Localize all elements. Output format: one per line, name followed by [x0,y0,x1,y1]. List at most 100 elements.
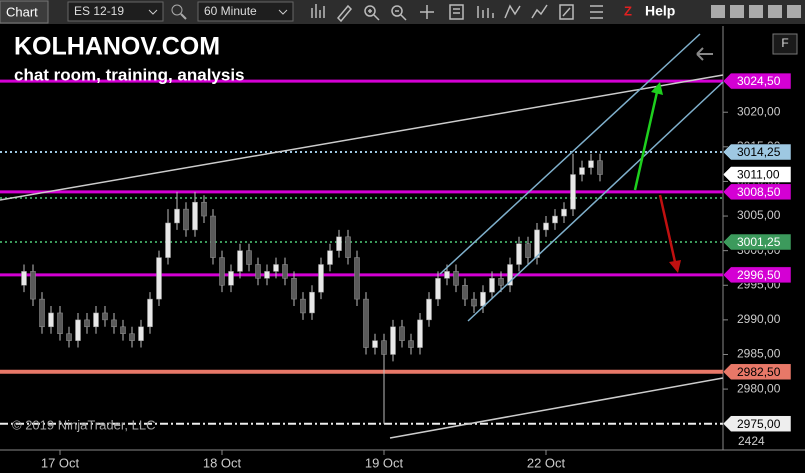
z-icon[interactable]: Z [624,3,632,18]
price-flag-label: 3011,00 [737,168,780,182]
candle-body [426,298,432,321]
candle-body [66,333,72,341]
candle-body [102,312,108,321]
candle-body [93,312,99,328]
help-menu[interactable]: Help [645,3,675,19]
axis-partial-label: 2424 [738,434,765,448]
price-flag-label: 2975,00 [737,417,781,431]
candle-body [282,264,288,279]
watermark-subtitle: chat room, training, analysis [14,65,245,84]
instrument-select[interactable] [67,1,164,22]
candle-body [138,326,144,341]
candle-body [363,298,369,348]
price-flag [722,266,792,284]
x-tick-label: 17 Oct [41,455,80,470]
candle-body [381,340,387,355]
candle-body [489,278,495,293]
candle-body [210,215,216,258]
dropdown-arrow [278,9,288,15]
candle-body [462,285,468,300]
candle-body [75,319,81,341]
candle-body [120,326,126,334]
f-button[interactable] [772,33,798,55]
candle-body [507,264,513,286]
candle-body [291,278,297,300]
candle-body [561,208,567,217]
y-tick-label: 2980,00 [737,381,781,395]
y-tick-label: 3020,00 [737,104,781,118]
y-tick-label: 2985,00 [737,347,781,361]
instrument-label: ES 12-19 [74,4,124,18]
f-label: F [781,36,788,50]
candle-body [129,333,135,341]
candle-body [300,298,306,314]
candle-body [246,250,252,265]
candle-body [21,271,27,286]
tab-label: Chart [6,4,38,19]
tab[interactable] [0,0,49,24]
candle-body [39,298,45,328]
candle-body [453,271,459,286]
plot-area: 17 Oct 18 Oct 19 Oct 22 Oct [0,79,723,470]
candle-body [219,257,225,286]
candle-body [390,326,396,355]
candle-body [444,271,450,279]
price-flag-label: 3008,50 [737,185,781,199]
candle-body [264,271,270,279]
dropdown-arrow [148,9,158,15]
candle-body [534,229,540,258]
candle-body [570,174,576,210]
candle-body [111,319,117,328]
candle-body [255,264,261,279]
price-flag [722,363,792,381]
interval-select[interactable] [197,1,294,22]
candle-body [354,257,360,300]
price-flag-label: 3014,25 [737,145,781,159]
toolbar-icons[interactable] [311,4,603,23]
x-tick-label: 18 Oct [203,455,242,470]
search-icon[interactable] [171,4,183,16]
candle-body [273,264,279,272]
candle-body [84,319,90,328]
candle-body [327,250,333,265]
candle-body [192,201,198,231]
drawing-objects [0,33,724,439]
candle-body [228,271,234,286]
candle-body [48,312,54,328]
minimize-button[interactable] [730,5,744,18]
candle-body [147,298,153,328]
copyright: © 2019 NinjaTrader, LLC [12,417,156,432]
candle-body [597,160,603,175]
restore-button[interactable] [768,5,782,18]
price-flag [722,415,792,432]
candle-body [30,271,36,300]
close-button[interactable] [787,5,801,18]
candle-body [156,257,162,300]
candle-body [318,264,324,293]
watermark-title: KOLHANOV.COM [14,33,220,61]
interval-label: 60 Minute [204,4,257,18]
candle-body [309,291,315,314]
candle-body [516,243,522,265]
candle-body [201,201,207,217]
candle-body [408,340,414,348]
price-flag-label: 3024,50 [737,74,781,88]
candle-body [372,340,378,348]
candle-body [543,222,549,231]
candle-body [417,319,423,348]
candle-body [237,250,243,272]
candle-body [579,167,585,175]
minimize-button[interactable] [711,5,725,18]
candle-body [525,243,531,258]
candle-body [345,236,351,258]
x-tick-label: 19 Oct [365,455,404,470]
candle-body [552,215,558,224]
price-flag [722,233,792,251]
x-tick-label: 22 Oct [527,455,566,470]
candle-body [480,291,486,307]
maximize-button[interactable] [749,5,763,18]
candle-body [588,160,594,168]
price-flag-label: 2996,50 [737,268,781,282]
